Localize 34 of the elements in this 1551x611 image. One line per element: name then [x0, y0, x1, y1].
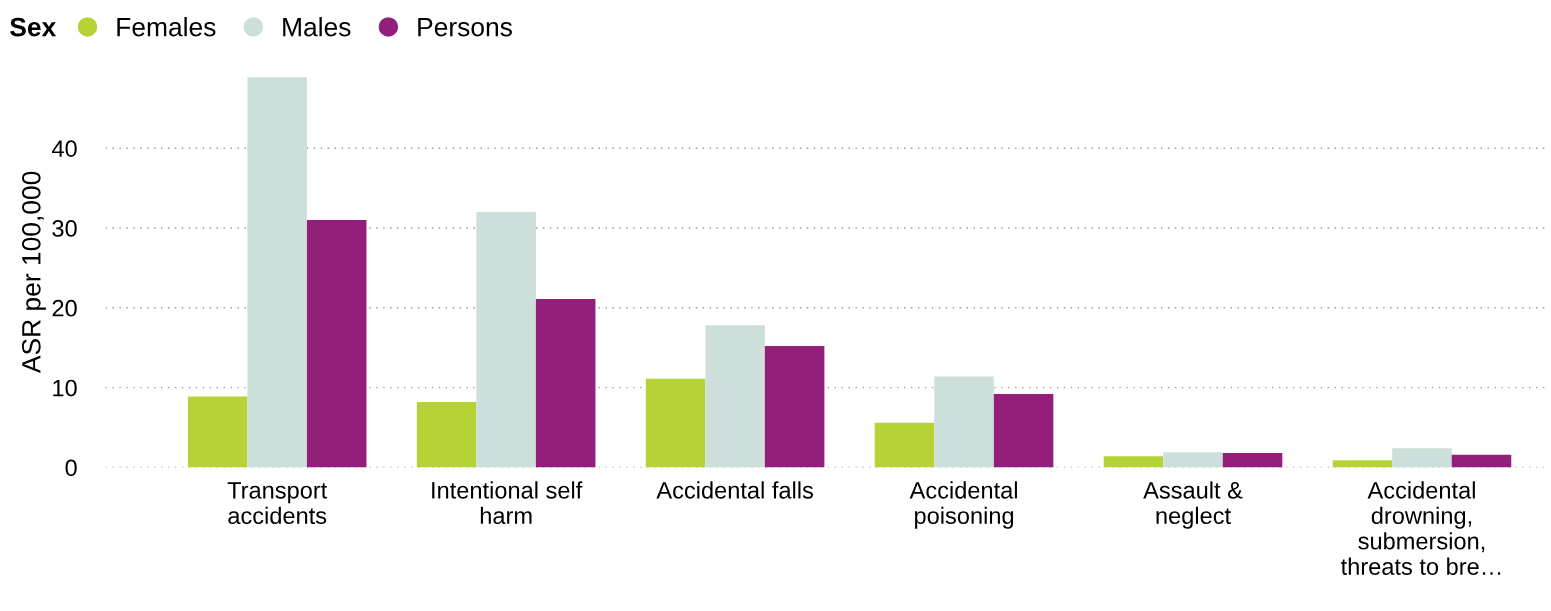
y-axis-title: ASR per 100,000 [21, 171, 46, 374]
x-tick-label: Transport accidents [227, 482, 328, 525]
x-tick-label: Assault & neglect [1143, 481, 1243, 529]
bar [705, 325, 765, 468]
bar [306, 220, 367, 468]
y-tick-label: 0 [65, 459, 77, 477]
legend-title: Sex [10, 17, 57, 37]
legend-label: Persons [418, 18, 512, 37]
bar [1332, 460, 1393, 468]
bar [416, 401, 477, 468]
bar [1222, 453, 1283, 468]
x-tick-label: Intentional self harm [432, 481, 583, 525]
bar [645, 378, 706, 468]
bar [535, 299, 596, 468]
x-tick-label: Accidental drowning, submersion, threats to bre… [1340, 481, 1501, 575]
bar [764, 346, 825, 468]
legend-label: Males [283, 17, 351, 37]
bar [476, 212, 536, 468]
y-tick-label: 20 [52, 299, 77, 317]
bar [1163, 452, 1223, 468]
y-tick-label: 40 [51, 140, 77, 157]
bar [247, 77, 307, 468]
bar [1392, 448, 1452, 468]
bar [993, 394, 1054, 468]
bar [187, 396, 248, 468]
y-tick-label: 30 [52, 220, 77, 237]
bar [1103, 456, 1164, 468]
x-tick-label: Accidental poisoning [909, 481, 1017, 529]
legend-label: Females [117, 17, 216, 37]
y-tick-label: 10 [53, 379, 77, 397]
x-tick-label: Accidental falls [656, 481, 813, 499]
bar [934, 376, 994, 468]
bar [1451, 454, 1512, 468]
bar [874, 422, 935, 468]
